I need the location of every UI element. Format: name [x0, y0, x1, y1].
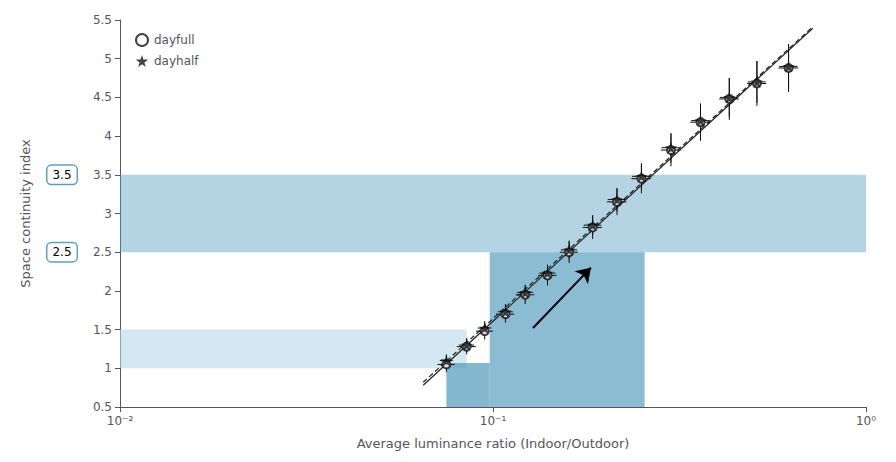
svg-text:10⁻¹: 10⁻¹ [480, 414, 507, 428]
svg-text:1: 1 [104, 361, 112, 375]
svg-text:4: 4 [104, 129, 112, 143]
svg-text:4.5: 4.5 [93, 90, 112, 104]
svg-text:10⁰: 10⁰ [856, 414, 876, 428]
svg-text:10⁻²: 10⁻² [107, 414, 134, 428]
svg-text:dayfull: dayfull [154, 33, 195, 47]
svg-text:3.5: 3.5 [52, 168, 71, 182]
svg-text:5: 5 [104, 52, 112, 66]
svg-text:2: 2 [104, 284, 112, 298]
svg-text:dayhalf: dayhalf [154, 54, 199, 68]
svg-text:1.5: 1.5 [93, 323, 112, 337]
svg-text:3: 3 [104, 207, 112, 221]
svg-text:Average luminance ratio (Indoo: Average luminance ratio (Indoor/Outdoor) [357, 436, 630, 451]
svg-text:2.5: 2.5 [52, 245, 71, 259]
svg-text:0.5: 0.5 [93, 400, 112, 414]
svg-text:5.5: 5.5 [93, 13, 112, 27]
svg-text:2.5: 2.5 [93, 245, 112, 259]
svg-text:3.5: 3.5 [93, 168, 112, 182]
svg-text:Space continuity index: Space continuity index [18, 139, 33, 288]
